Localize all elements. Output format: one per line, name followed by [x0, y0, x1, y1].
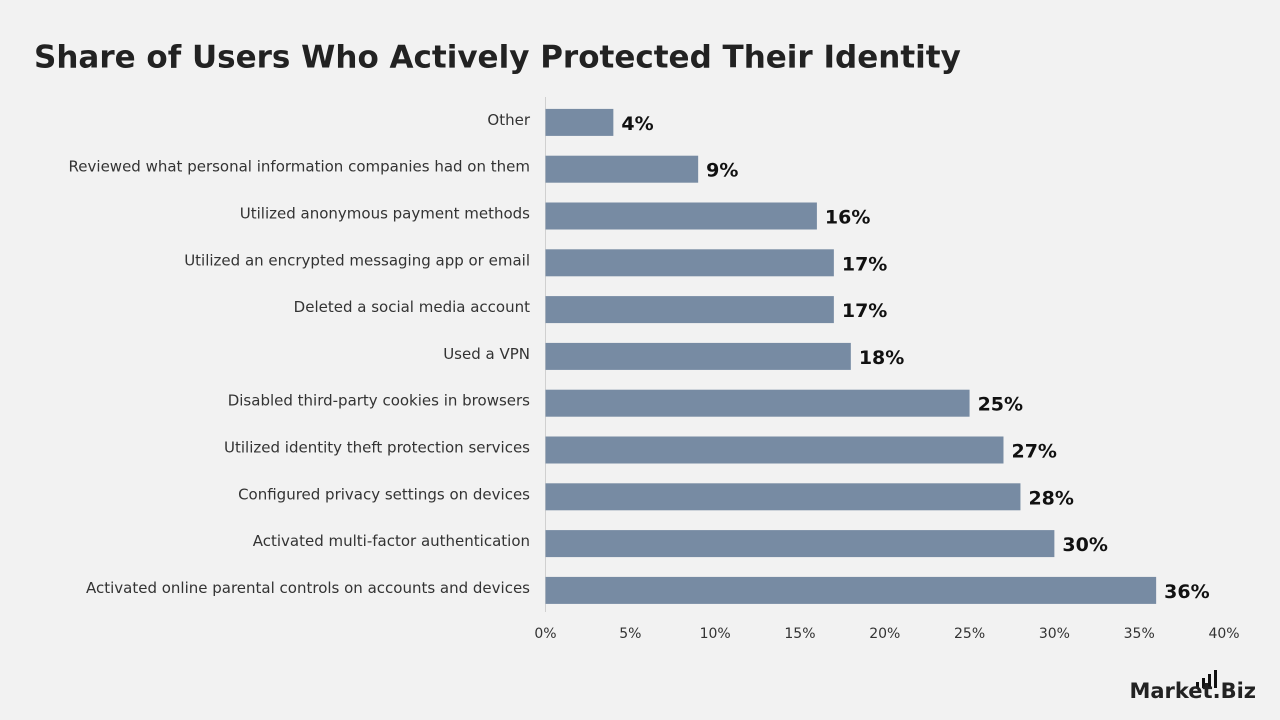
value-label: 28% [1028, 487, 1073, 509]
x-tick-label: 0% [534, 626, 556, 642]
value-label: 25% [978, 394, 1023, 416]
x-tick-label: 30% [1039, 626, 1070, 642]
bar [545, 155, 699, 183]
y-tick-label: Used a VPN [443, 345, 530, 363]
logo-icon [1196, 670, 1217, 688]
value-label: 30% [1062, 534, 1107, 556]
value-label: 4% [621, 113, 653, 135]
y-tick-label: Activated multi-factor authentication [253, 532, 530, 550]
value-label: 18% [859, 347, 904, 369]
logo: Market.Biz [1129, 679, 1256, 703]
value-label: 27% [1011, 441, 1056, 463]
value-label: 36% [1164, 581, 1209, 603]
y-tick-label: Utilized an encrypted messaging app or e… [184, 251, 530, 269]
value-label: 9% [706, 160, 738, 182]
y-tick-label: Utilized identity theft protection servi… [224, 439, 530, 457]
y-tick-label: Reviewed what personal information compa… [69, 158, 530, 176]
y-tick-label: Other [487, 111, 530, 129]
bar [545, 202, 817, 230]
x-tick-label: 40% [1208, 626, 1239, 642]
bar [545, 389, 970, 417]
chart-title: Share of Users Who Actively Protected Th… [34, 40, 961, 76]
x-tick-label: 35% [1124, 626, 1155, 642]
y-tick-label: Utilized anonymous payment methods [240, 205, 530, 223]
x-tick-label: 5% [619, 626, 641, 642]
bar [545, 342, 851, 370]
y-tick-label: Configured privacy settings on devices [238, 485, 530, 503]
value-label: 17% [842, 300, 887, 322]
bar [545, 108, 614, 136]
y-tick-label: Activated online parental controls on ac… [86, 579, 530, 597]
x-tick-label: 20% [869, 626, 900, 642]
x-tick-label: 15% [784, 626, 815, 642]
y-tick-label: Deleted a social media account [294, 298, 530, 316]
value-label: 16% [825, 207, 870, 229]
value-label: 17% [842, 253, 887, 275]
bar [545, 530, 1055, 558]
bar [545, 483, 1021, 511]
bar [545, 249, 834, 277]
bar [545, 296, 834, 324]
bar [545, 576, 1157, 604]
bar [545, 436, 1004, 464]
x-tick-label: 25% [954, 626, 985, 642]
x-tick-label: 10% [700, 626, 731, 642]
y-tick-label: Disabled third-party cookies in browsers [228, 392, 530, 410]
